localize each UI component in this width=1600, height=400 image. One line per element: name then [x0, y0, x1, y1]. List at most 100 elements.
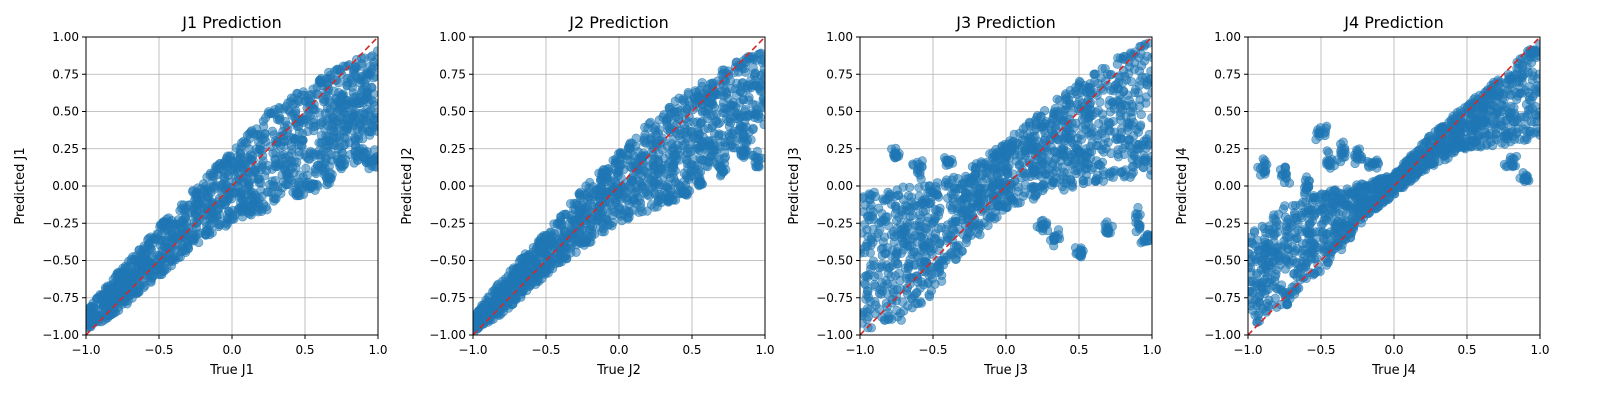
x-tick-label: 0.0	[222, 343, 241, 357]
scatter-point	[633, 147, 643, 157]
scatter-point	[864, 270, 874, 280]
scatter-point	[725, 76, 736, 86]
scatter-point	[479, 300, 489, 310]
scatter-point	[264, 107, 274, 117]
scatter-point	[896, 284, 906, 294]
scatter-point	[169, 253, 179, 263]
x-tick-label: 0.5	[1069, 343, 1088, 357]
scatter-point	[736, 82, 746, 92]
scatter-point	[897, 225, 907, 235]
scatter-point	[1091, 175, 1101, 186]
scatter-point	[206, 188, 216, 198]
scatter-point	[581, 203, 591, 213]
scatter-point	[603, 164, 613, 174]
y-axis-label: Predicted J1	[13, 147, 28, 224]
scatter-point	[134, 245, 145, 255]
scatter-point	[1030, 170, 1040, 180]
scatter-point	[640, 122, 650, 132]
scatter-point	[300, 115, 310, 125]
chart-panel-j1: −1.0 −0.5 0.0 0.5 1.01.000.750.500.250.00−0.…	[13, 13, 388, 378]
chart-panel-j3: −1.0 −0.5 0.0 0.5 1.01.000.750.500.250.00−0.…	[787, 13, 1162, 378]
y-tick-label: 0.25	[52, 142, 79, 156]
y-tick-label: −0.50	[42, 254, 79, 268]
scatter-point	[284, 106, 294, 116]
scatter-point	[966, 178, 976, 189]
scatter-point	[511, 272, 522, 283]
scatter-point	[1115, 167, 1126, 177]
scatter-point	[876, 244, 887, 254]
scatter-point	[946, 231, 956, 241]
scatter-point	[108, 291, 118, 301]
scatter-point	[949, 241, 959, 252]
scatter-point	[674, 93, 684, 103]
y-tick-label: 0.00	[52, 179, 79, 193]
scatter-point	[695, 118, 706, 128]
scatter-point	[721, 108, 731, 118]
y-tick-label: 0.50	[439, 105, 466, 119]
scatter-point	[651, 178, 661, 188]
scatter-point	[1091, 88, 1101, 98]
scatter-point	[212, 161, 222, 171]
y-tick-label: 1.00	[826, 30, 853, 44]
scatter-point	[1075, 156, 1086, 167]
scatter-point	[366, 95, 376, 105]
y-tick-label: −0.25	[42, 216, 79, 230]
scatter-point	[890, 271, 900, 281]
scatter-point	[268, 180, 278, 190]
scatter-point	[94, 312, 104, 323]
scatter-point	[709, 145, 719, 155]
x-axis-label: True J1	[209, 363, 254, 378]
scatter-point-outlier	[695, 176, 706, 186]
scatter-point	[315, 120, 325, 130]
scatter-point-outlier	[664, 194, 674, 204]
x-tick-label: 0.5	[682, 343, 701, 357]
scatter-point	[332, 106, 342, 116]
scatter-point	[948, 218, 958, 228]
chart-panel-j4: −1.0 −0.5 0.0 0.5 1.01.000.750.500.250.00−0.…	[1175, 13, 1550, 378]
scatter-point	[919, 280, 929, 290]
scatter-point-outlier	[335, 158, 345, 168]
scatter-point	[932, 261, 942, 272]
chart-panel-j2: −1.0 −0.5 0.0 0.5 1.01.000.750.500.250.00−0.…	[400, 13, 775, 378]
scatter-point	[979, 163, 989, 173]
y-tick-label: 0.75	[826, 67, 853, 81]
scatter-point	[141, 254, 151, 265]
scatter-point	[1146, 170, 1152, 180]
y-axis-label: Predicted J3	[787, 147, 802, 224]
scatter-point	[1115, 107, 1126, 117]
x-axis-label: True J2	[596, 363, 641, 378]
x-tick-label: 0.0	[609, 343, 628, 357]
scatter-point	[905, 182, 915, 192]
scatter-point	[223, 170, 234, 181]
scatter-point	[1056, 144, 1067, 154]
y-tick-label: −0.75	[816, 291, 853, 305]
scatter-point	[972, 228, 983, 238]
scatter-point	[702, 113, 713, 124]
scatter-point	[598, 224, 608, 234]
scatter-point	[651, 130, 661, 140]
scatter-point-outlier	[371, 162, 378, 172]
scatter-point	[911, 288, 921, 298]
y-tick-label: −0.75	[42, 291, 79, 305]
scatter-point	[160, 264, 170, 274]
scatter-point	[724, 129, 734, 139]
scatter-point	[896, 248, 906, 258]
scatter-point-outlier	[324, 172, 334, 182]
scatter-point	[131, 273, 141, 283]
scatter-point	[990, 214, 1000, 224]
scatter-point	[991, 196, 1002, 206]
scatter-point	[1005, 136, 1015, 146]
scatter-point	[930, 279, 940, 289]
scatter-point	[542, 239, 553, 249]
y-tick-label: 1.00	[52, 30, 79, 44]
scatter-point	[1020, 188, 1030, 198]
scatter-point	[871, 300, 881, 310]
scatter-point	[323, 132, 333, 142]
scatter-point-outlier	[890, 147, 900, 157]
scatter-point	[297, 135, 307, 145]
scatter-point	[1143, 38, 1152, 48]
scatter-point	[977, 170, 987, 181]
x-tick-label: −1.0	[458, 343, 487, 357]
scatter-point	[607, 221, 617, 231]
scatter-point	[697, 107, 707, 117]
